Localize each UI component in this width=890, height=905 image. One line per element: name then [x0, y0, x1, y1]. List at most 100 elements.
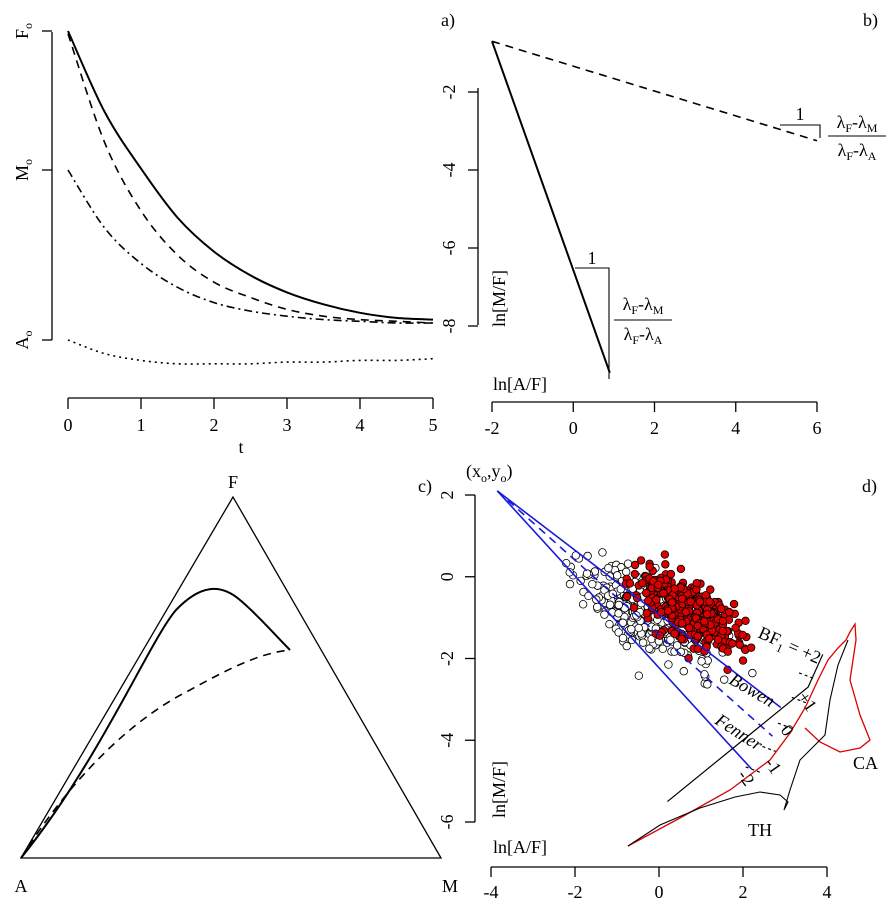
- ca-point: [661, 560, 670, 569]
- th-point: [627, 624, 636, 634]
- d-boundary-line-0: [496, 490, 782, 709]
- ca-point: [693, 632, 702, 641]
- ca-point: [700, 617, 709, 626]
- dash: -λ: [852, 112, 867, 132]
- panel-d-y-ticks: 2 0 -2 -4 -6: [437, 491, 475, 830]
- a-series-solid: [67, 30, 434, 321]
- ca-point: [677, 618, 687, 628]
- th-point: [700, 670, 709, 679]
- ca-point: [629, 603, 639, 612]
- ca-point: [693, 621, 702, 631]
- panel-a-y-ticks: Fo Mo Ao: [12, 23, 52, 350]
- ca-point: [738, 656, 748, 665]
- panel-b-series: [491, 40, 818, 374]
- bf-eq: = +2: [781, 634, 824, 668]
- a-xtick-label: 2: [210, 415, 219, 435]
- d-xtick-label: 4: [823, 882, 832, 902]
- ca-point: [713, 635, 723, 644]
- ca-point: [659, 588, 668, 598]
- d-ytick-label: 2: [437, 491, 457, 500]
- a-xtick-label: 5: [429, 415, 438, 435]
- b-xtick-label: 0: [569, 418, 578, 438]
- th-point: [664, 660, 673, 669]
- th-point: [565, 568, 574, 577]
- ca-point: [728, 639, 737, 648]
- slope-frac-den-solid: λF-λA: [624, 324, 663, 347]
- ca-point: [663, 606, 673, 616]
- ca-point: [717, 604, 726, 613]
- ca-point: [625, 579, 635, 588]
- bf-sub: 1: [774, 640, 785, 655]
- ca-point: [630, 569, 640, 579]
- slope-frac-den-dashed: λF-λA: [838, 140, 877, 163]
- slope-triangle-dashed: [780, 124, 821, 138]
- ca-point: [677, 634, 686, 644]
- th-point: [634, 671, 644, 680]
- th-point: [645, 644, 654, 653]
- b-xtick-label: 4: [731, 418, 740, 438]
- panel-c-ternary: F A M: [15, 472, 459, 896]
- sub-M: M: [653, 303, 664, 317]
- bf-label: BF1 = +2: [754, 622, 824, 671]
- b-series-solid: [491, 40, 611, 374]
- panel-d-points: [562, 548, 757, 689]
- th-point: [627, 635, 637, 645]
- th-point: [638, 638, 648, 647]
- bf-tick-minus1: -1: [761, 754, 786, 778]
- ca-point: [735, 640, 744, 649]
- th-point: [623, 559, 633, 568]
- ca-label: CA: [853, 753, 878, 773]
- slope-one-dashed: 1: [796, 104, 805, 124]
- ca-point: [705, 597, 714, 606]
- panel-a-series: [67, 30, 434, 365]
- d-ytick-label: -2: [437, 651, 457, 666]
- d-xtick-label: 2: [739, 882, 748, 902]
- th-point: [618, 633, 628, 643]
- panel-b-x-label: ln[A/F]: [493, 374, 547, 394]
- th-point: [618, 618, 628, 627]
- ca-point: [731, 623, 740, 633]
- th-point: [600, 610, 609, 619]
- th-point: [748, 668, 757, 678]
- th-point: [578, 600, 588, 609]
- panel-d-y-label: ln[M/F]: [489, 761, 509, 818]
- bf-ladder-axis: [667, 654, 824, 803]
- d-boundary-line-1: [496, 490, 752, 770]
- ca-point: [681, 607, 690, 617]
- ca-point: [746, 643, 756, 652]
- th-point: [697, 657, 706, 666]
- lambda-F: λ: [623, 294, 632, 314]
- b-xtick-label: 6: [813, 418, 822, 438]
- ca-point: [641, 588, 651, 598]
- lambda-F: λ: [838, 140, 847, 160]
- sub-M: M: [867, 121, 878, 135]
- ca-point: [738, 630, 747, 640]
- panel-label-c: c): [418, 476, 432, 497]
- panel-label-b: b): [863, 10, 878, 31]
- th-point: [604, 563, 613, 573]
- panel-d-x-ticks: -4 -2 0 2 4: [484, 867, 832, 902]
- panel-b-y-label: ln[M/F]: [489, 270, 509, 327]
- panel-d-lines: [496, 490, 824, 803]
- th-point: [720, 675, 729, 684]
- ca-point: [695, 597, 705, 606]
- ca-point: [667, 598, 677, 607]
- ca-point: [686, 597, 695, 606]
- origin-close: ): [507, 461, 513, 482]
- sub-F: F: [845, 121, 852, 135]
- lambda-F: λ: [837, 112, 846, 132]
- vertex-A: A: [15, 876, 28, 896]
- sub-A: A: [868, 149, 877, 163]
- vertex-M: M: [442, 876, 458, 896]
- origin-sub-y: o: [501, 471, 507, 485]
- fenner-label: Fenner: [711, 709, 767, 755]
- th-point: [582, 569, 592, 578]
- ca-point: [645, 562, 654, 571]
- a-xtick-label: 1: [137, 415, 146, 435]
- a-series-dashed: [67, 33, 434, 324]
- b-ytick-label: -2: [439, 85, 459, 100]
- origin-mid: ,y: [487, 461, 501, 481]
- slope-frac-num-solid: λF-λM: [623, 294, 664, 317]
- ca-point: [638, 578, 647, 588]
- panel-d-x-label: ln[A/F]: [493, 837, 547, 857]
